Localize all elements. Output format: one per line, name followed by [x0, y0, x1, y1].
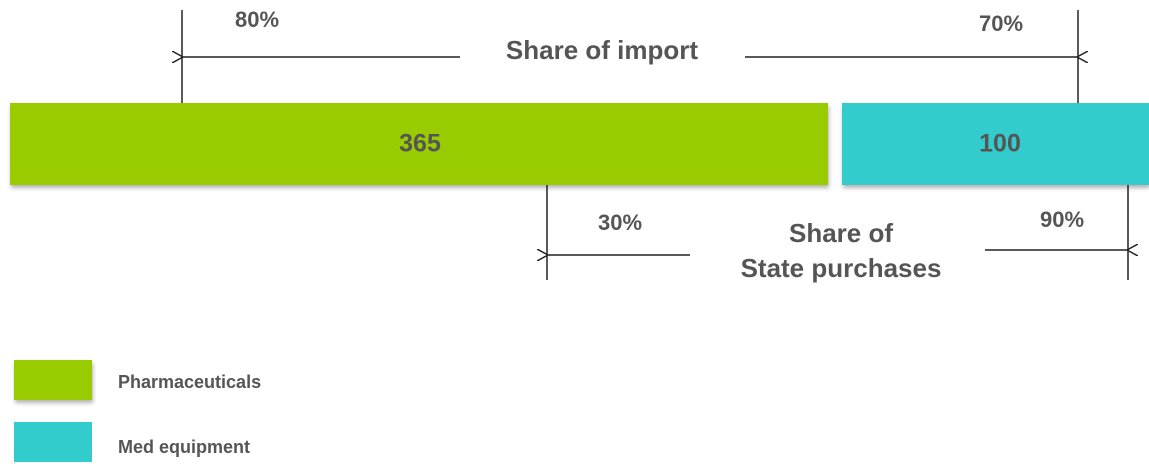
annotation: Share of import	[506, 35, 698, 65]
bar	[842, 103, 1149, 185]
annotation: 90%	[1040, 207, 1084, 232]
annotation: Share of	[789, 218, 893, 248]
bar-label: 365	[399, 130, 441, 158]
bar	[10, 103, 828, 185]
legend-label: Pharmaceuticals	[118, 372, 261, 392]
annotation: 30%	[598, 210, 642, 235]
legend-swatch	[14, 360, 92, 400]
bar-label: 100	[979, 130, 1021, 158]
annotation: 80%	[235, 7, 279, 32]
annotation: State purchases	[741, 253, 942, 283]
legend-swatch	[14, 422, 92, 462]
annotation: 70%	[979, 11, 1023, 36]
legend-label: Med equipment	[118, 437, 250, 457]
